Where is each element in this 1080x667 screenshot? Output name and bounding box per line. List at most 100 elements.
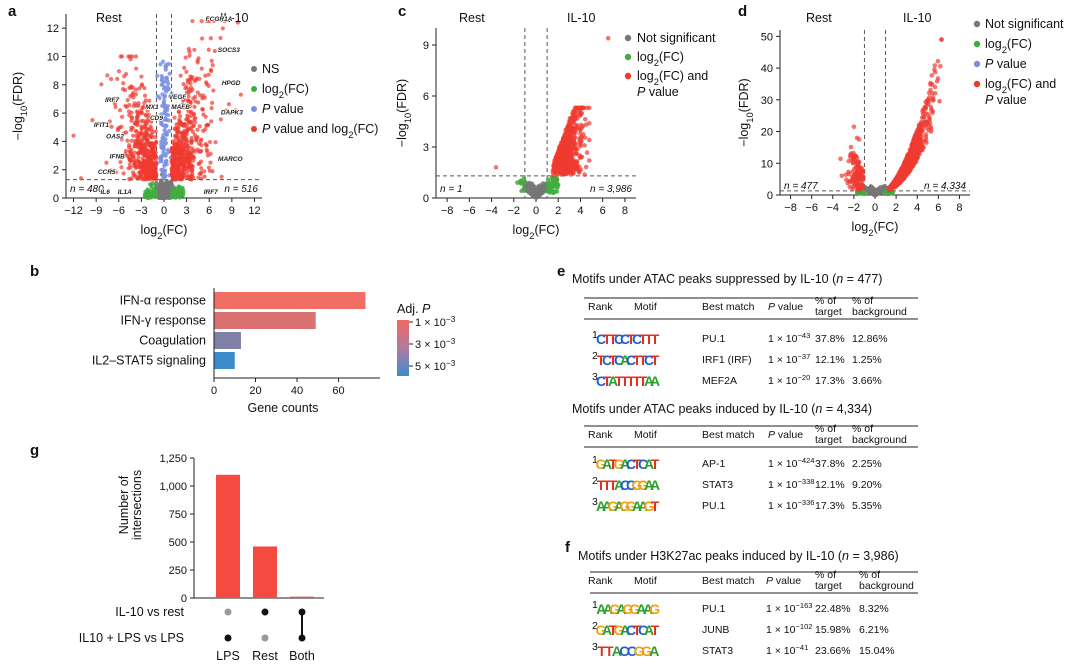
motif-base: A [638, 498, 648, 514]
header-bg-2: background [859, 580, 914, 592]
point [190, 129, 196, 134]
x-axis-label: Gene counts [248, 401, 319, 415]
bar-2 [214, 332, 241, 349]
point [99, 82, 104, 87]
point [149, 183, 154, 188]
point [571, 126, 577, 132]
point [850, 184, 856, 190]
motif-base: T [627, 331, 636, 347]
point [169, 91, 174, 97]
header-target-1: % of [815, 295, 836, 307]
title-rest: Rest [459, 11, 485, 25]
point [565, 156, 571, 162]
point [140, 104, 146, 110]
x-tick-label: 8 [622, 205, 628, 217]
point [129, 176, 134, 181]
point [854, 183, 859, 189]
x-tick-label: −2 [848, 202, 861, 214]
motif-base: C [619, 643, 629, 659]
point [190, 18, 195, 24]
point [184, 166, 190, 171]
point [192, 47, 197, 52]
motif-base: C [602, 352, 612, 368]
volcano-d: −8 −6 −4 −2 0 2 4 6 8 0 10 20 30 40 50 Rest IL-10 n = 477… [737, 11, 970, 238]
point [117, 108, 123, 113]
point [155, 73, 160, 78]
x-tick-label: 12 [248, 205, 260, 217]
y-axis-label-1: intersections [130, 470, 144, 540]
point [130, 133, 136, 138]
point [893, 181, 898, 186]
point [180, 188, 185, 193]
point [193, 120, 198, 125]
point [180, 105, 185, 110]
point [129, 127, 134, 133]
point [188, 100, 193, 105]
point [907, 147, 913, 152]
point [929, 107, 934, 112]
motif-base: T [603, 373, 612, 389]
point [142, 93, 148, 98]
motif-base: G [614, 456, 625, 472]
n-right: n = 3,986 [590, 184, 632, 195]
x-tick-label: 0 [211, 385, 217, 397]
legend-both: log2(FC) and [637, 69, 708, 87]
row-bg: 2.25% [852, 458, 882, 470]
point [144, 137, 150, 142]
point [204, 143, 209, 148]
header-rank: Rank [588, 575, 613, 587]
motif-table-e2: Motifs under ATAC peaks induced by IL-10… [572, 402, 918, 514]
point [172, 115, 177, 120]
point [206, 47, 211, 52]
point [519, 188, 524, 194]
motif-base: G [614, 622, 625, 638]
point [205, 153, 210, 158]
motif-base: T [597, 643, 606, 659]
point [538, 188, 544, 194]
point [105, 73, 110, 78]
x-tick-label: −9 [90, 205, 103, 217]
point [135, 115, 140, 121]
upset-g: 0 250 500 750 1,000 1,250 Number of intersectio… [79, 453, 324, 663]
point [143, 112, 148, 117]
row-bg: 5.35% [852, 500, 882, 512]
point [183, 86, 188, 91]
y-tick-label: 1,000 [159, 481, 187, 493]
point [563, 127, 568, 133]
point [587, 105, 592, 111]
point [555, 168, 561, 173]
point [553, 176, 559, 181]
scale-label-0: 1 × 10−3 [415, 315, 456, 330]
row-target: 37.8% [815, 458, 845, 470]
point [205, 122, 211, 127]
bar-0 [214, 292, 366, 309]
point [546, 188, 552, 194]
x-axis-label: log2(FC) [852, 220, 899, 238]
point [226, 102, 231, 107]
y-tick-label: 6 [53, 108, 59, 120]
point [853, 164, 859, 170]
point [176, 164, 181, 169]
point [165, 103, 170, 109]
motif-base: C [626, 477, 636, 493]
point [166, 86, 171, 92]
point [122, 131, 127, 136]
point [572, 135, 578, 140]
point [218, 35, 223, 41]
point [90, 118, 95, 123]
row-rank: 1 [592, 599, 598, 611]
x-tick-label: 6 [600, 205, 606, 217]
point [142, 130, 147, 136]
point [897, 174, 902, 180]
y-axis-label-0: Number of [117, 475, 131, 534]
point [552, 165, 557, 171]
point [164, 132, 169, 137]
point [907, 151, 913, 157]
row-rank: 3 [592, 641, 598, 653]
row-label-1: IL10 + LPS vs LPS [79, 631, 184, 645]
point [877, 188, 883, 194]
point [170, 172, 175, 177]
point [567, 161, 573, 167]
point [115, 76, 120, 81]
